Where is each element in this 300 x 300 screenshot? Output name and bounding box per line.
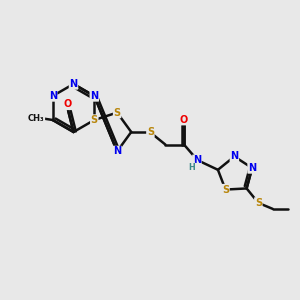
Text: S: S xyxy=(113,108,121,118)
Text: H: H xyxy=(188,163,195,172)
Text: CH₃: CH₃ xyxy=(28,114,44,123)
Text: N: N xyxy=(90,91,98,101)
Text: N: N xyxy=(230,152,238,161)
Text: N: N xyxy=(113,146,121,156)
Text: S: S xyxy=(255,198,262,208)
Text: S: S xyxy=(91,115,98,125)
Text: N: N xyxy=(193,155,201,165)
Text: N: N xyxy=(248,163,256,173)
Text: N: N xyxy=(69,79,78,89)
Text: S: S xyxy=(222,184,229,195)
Text: O: O xyxy=(64,99,72,110)
Text: N: N xyxy=(49,91,57,101)
Text: O: O xyxy=(180,115,188,125)
Text: S: S xyxy=(147,127,154,137)
